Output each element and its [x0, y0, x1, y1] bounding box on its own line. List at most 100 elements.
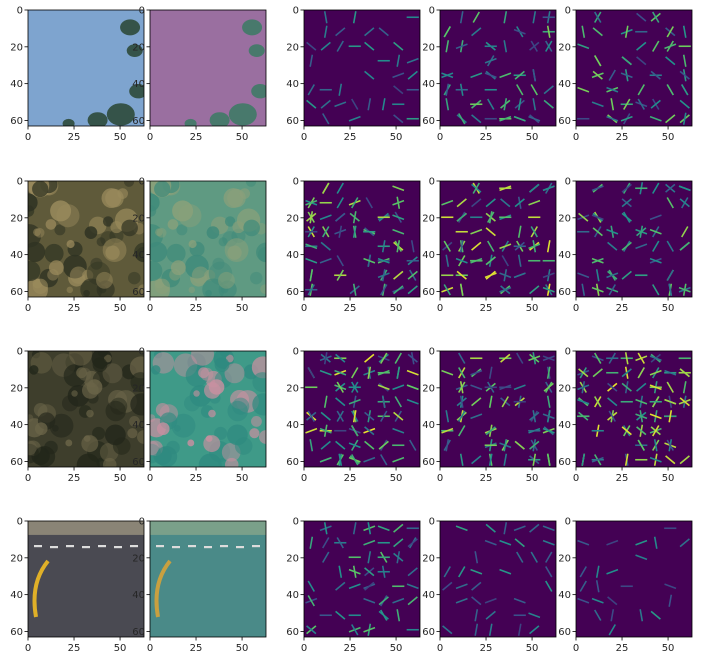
x-tick-label: 50 [526, 132, 539, 143]
y-tick-label: 60 [10, 116, 23, 127]
y-tick-label: 0 [17, 517, 23, 528]
hog-gradient-stroke [380, 284, 388, 296]
hog-gradient-stroke [578, 368, 589, 378]
foliage-blob [28, 241, 46, 262]
hog-gradient-stroke [682, 112, 687, 125]
hog-gradient-stroke [470, 369, 483, 376]
hog-gradient-stroke [378, 596, 389, 606]
hog-gradient-stroke [394, 352, 402, 364]
y-tick-label: 40 [558, 250, 571, 261]
y-tick-label: 0 [17, 6, 23, 17]
y-tick-label: 20 [558, 213, 571, 224]
hog-gradient-stroke [545, 566, 553, 578]
hog-gradient-stroke [621, 270, 632, 280]
hog-gradient-stroke [338, 453, 343, 466]
hog-content [304, 521, 420, 637]
hog-gradient-stroke [348, 115, 361, 122]
hog-gradient-stroke [635, 243, 648, 250]
foliage-blob [96, 237, 106, 247]
foliage-blob [226, 424, 248, 446]
hog-gradient-stroke [363, 257, 376, 264]
hog-gradient-stroke [546, 366, 551, 379]
foliage-blob [136, 430, 144, 444]
hog-gradient-stroke [652, 284, 660, 296]
subplot-r2-c4: 0 25 50 0 20 40 60 [422, 177, 557, 314]
hog-gradient-stroke [470, 228, 483, 235]
hog-gradient-stroke [378, 440, 389, 450]
hog-gradient-stroke [487, 98, 495, 110]
axes-frame [149, 520, 267, 638]
x-tick-label: 0 [147, 132, 153, 143]
y-tick-label: 0 [139, 6, 145, 17]
hog-gradient-stroke [528, 612, 541, 619]
hog-gradient-stroke [637, 84, 645, 96]
hog-gradient-stroke [488, 623, 493, 636]
x-tick-label: 50 [236, 643, 249, 654]
hog-gradient-stroke [652, 182, 660, 194]
foliage-blob [242, 19, 263, 36]
foliage-blob [206, 226, 220, 239]
hog-gradient-stroke [664, 398, 677, 405]
hog-gradient-stroke [581, 381, 586, 394]
hog-gradient-stroke [668, 410, 673, 423]
hog-gradient-stroke [499, 115, 512, 122]
foliage-blob [260, 284, 266, 294]
hog-gradient-stroke [485, 256, 496, 266]
foliage-blob [214, 357, 230, 373]
hog-gradient-stroke [336, 410, 344, 422]
foliage-blob [257, 246, 266, 263]
hog-gradient-stroke [592, 368, 603, 378]
hog-gradient-stroke [501, 396, 509, 408]
hog-gradient-stroke [443, 566, 451, 578]
hog-gradient-stroke [650, 70, 661, 80]
hog-gradient-stroke [577, 43, 590, 50]
foliage-blob [56, 204, 80, 228]
image-content [28, 10, 144, 126]
foliage-blob [200, 367, 214, 381]
hog-gradient-stroke [650, 99, 661, 109]
lane-dash [220, 545, 228, 548]
hog-gradient-stroke [607, 382, 618, 392]
foliage-blob [193, 390, 200, 397]
hog-gradient-stroke [393, 411, 404, 421]
hog-gradient-stroke [305, 427, 318, 434]
hog-gradient-stroke [470, 384, 483, 391]
hog-gradient-stroke [577, 272, 590, 279]
foliage-blob [29, 365, 39, 375]
y-tick-label: 0 [429, 6, 435, 17]
subplot-r1-c4: 0 25 50 0 20 40 60 [422, 6, 557, 143]
hog-gradient-stroke [323, 25, 328, 38]
hog-content [304, 181, 420, 297]
hog-gradient-stroke [607, 596, 618, 606]
y-tick-label: 0 [293, 517, 299, 528]
foliage-blob [188, 286, 196, 294]
hog-gradient-stroke [621, 241, 632, 251]
hog-gradient-stroke [591, 597, 604, 604]
hog-content [440, 10, 556, 126]
hog-gradient-stroke [407, 285, 418, 295]
axes-frame [439, 180, 557, 298]
hog-gradient-stroke [471, 596, 482, 606]
hog-gradient-stroke [335, 440, 346, 450]
hog-gradient-stroke [594, 55, 602, 67]
foliage-blob [154, 278, 170, 294]
hog-gradient-stroke [307, 84, 315, 96]
hog-gradient-stroke [577, 398, 590, 405]
axes-frame [27, 180, 145, 298]
hog-gradient-stroke [636, 382, 647, 392]
hog-gradient-stroke [406, 369, 419, 376]
hog-gradient-stroke [445, 254, 450, 267]
hog-gradient-stroke [679, 198, 690, 208]
hog-gradient-stroke [517, 623, 522, 636]
hog-gradient-stroke [396, 54, 401, 67]
yellow-lane-line [154, 559, 172, 618]
y-tick-label: 0 [429, 347, 435, 358]
hog-gradient-stroke [393, 114, 404, 124]
y-tick-label: 60 [132, 287, 145, 298]
x-tick-label: 50 [390, 473, 403, 484]
hog-content [576, 181, 692, 297]
foliage-blob [138, 284, 144, 294]
x-tick-label: 50 [662, 132, 675, 143]
y-tick-label: 0 [293, 6, 299, 17]
hog-gradient-stroke [530, 551, 538, 563]
